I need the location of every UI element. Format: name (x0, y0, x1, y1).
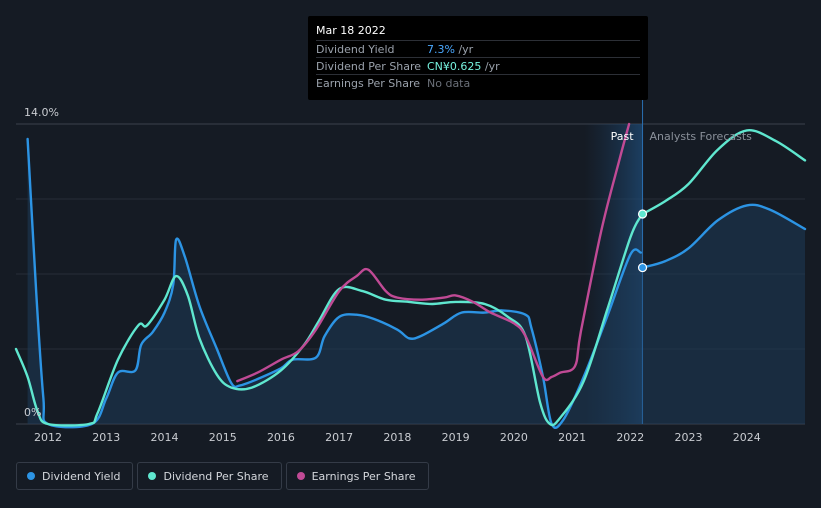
x-tick-label: 2024 (733, 431, 761, 444)
earnings-per-share-line (236, 122, 631, 383)
dividend-yield-marker (637, 262, 648, 273)
x-tick-label: 2023 (675, 431, 703, 444)
dividend-yield-area (27, 139, 641, 428)
tooltip-value-wrap: CN¥0.625 /yr (427, 60, 500, 73)
tooltip-value: No data (427, 77, 471, 90)
legend-dot-icon (296, 472, 305, 480)
legend-dot-icon (148, 472, 157, 480)
x-tick-label: 2016 (267, 431, 295, 444)
tooltip-label: Dividend Per Share (316, 60, 422, 73)
legend-earnings-per-share[interactable]: Earnings Per Share (285, 462, 429, 490)
x-tick-label: 2012 (34, 431, 62, 444)
dividend-yield-forecast-line (641, 203, 807, 269)
tooltip: Mar 18 2022 Dividend Yield 7.3% /yr Divi… (308, 16, 648, 100)
past-label: Past (611, 130, 635, 143)
x-tick-label: 2020 (500, 431, 528, 444)
tooltip-unit: /yr (454, 43, 474, 56)
tooltip-value-wrap: No data (427, 77, 470, 90)
legend-dot-icon (27, 472, 35, 480)
legend-label: Dividend Yield (42, 469, 121, 483)
tooltip-row-earnings-per-share: Earnings Per Share No data (316, 74, 640, 91)
legend: Dividend Yield Dividend Per Share Earnin… (16, 462, 429, 492)
dividend-per-share-marker (637, 209, 648, 219)
x-tick-label: 2022 (616, 431, 644, 444)
tooltip-unit: /yr (481, 60, 500, 73)
x-tick-label: 2017 (325, 431, 353, 444)
legend-dividend-yield[interactable]: Dividend Yield (16, 462, 134, 490)
dividend-yield-forecast-area (642, 204, 805, 424)
x-tick-label: 2013 (92, 431, 120, 444)
forecast-label: Analysts Forecasts (650, 130, 753, 143)
x-tick-label: 2014 (150, 431, 178, 444)
tooltip-label: Dividend Yield (316, 43, 395, 56)
x-tick-label: 2015 (209, 431, 237, 444)
tooltip-row-dividend-per-share: Dividend Per Share CN¥0.625 /yr (316, 57, 640, 74)
tooltip-value-wrap: 7.3% /yr (427, 43, 473, 56)
tooltip-value: CN¥0.625 (427, 60, 482, 73)
tooltip-label: Earnings Per Share (316, 77, 421, 90)
legend-dividend-per-share[interactable]: Dividend Per Share (137, 462, 282, 490)
dividend-per-share-forecast-line (641, 129, 807, 216)
tooltip-value: 7.3% (427, 43, 455, 56)
x-tick-label: 2021 (558, 431, 586, 444)
y-tick-label: 14.0% (24, 106, 59, 119)
tooltip-row-dividend-yield: Dividend Yield 7.3% /yr (316, 40, 640, 57)
x-tick-label: 2018 (383, 431, 411, 444)
x-tick-label: 2019 (442, 431, 470, 444)
dividend-yield-line (26, 137, 642, 429)
y-tick-label: 0% (24, 406, 41, 419)
legend-label: Dividend Per Share (163, 469, 269, 483)
tooltip-date: Mar 18 2022 (316, 24, 386, 37)
legend-label: Earnings Per Share (311, 469, 416, 483)
